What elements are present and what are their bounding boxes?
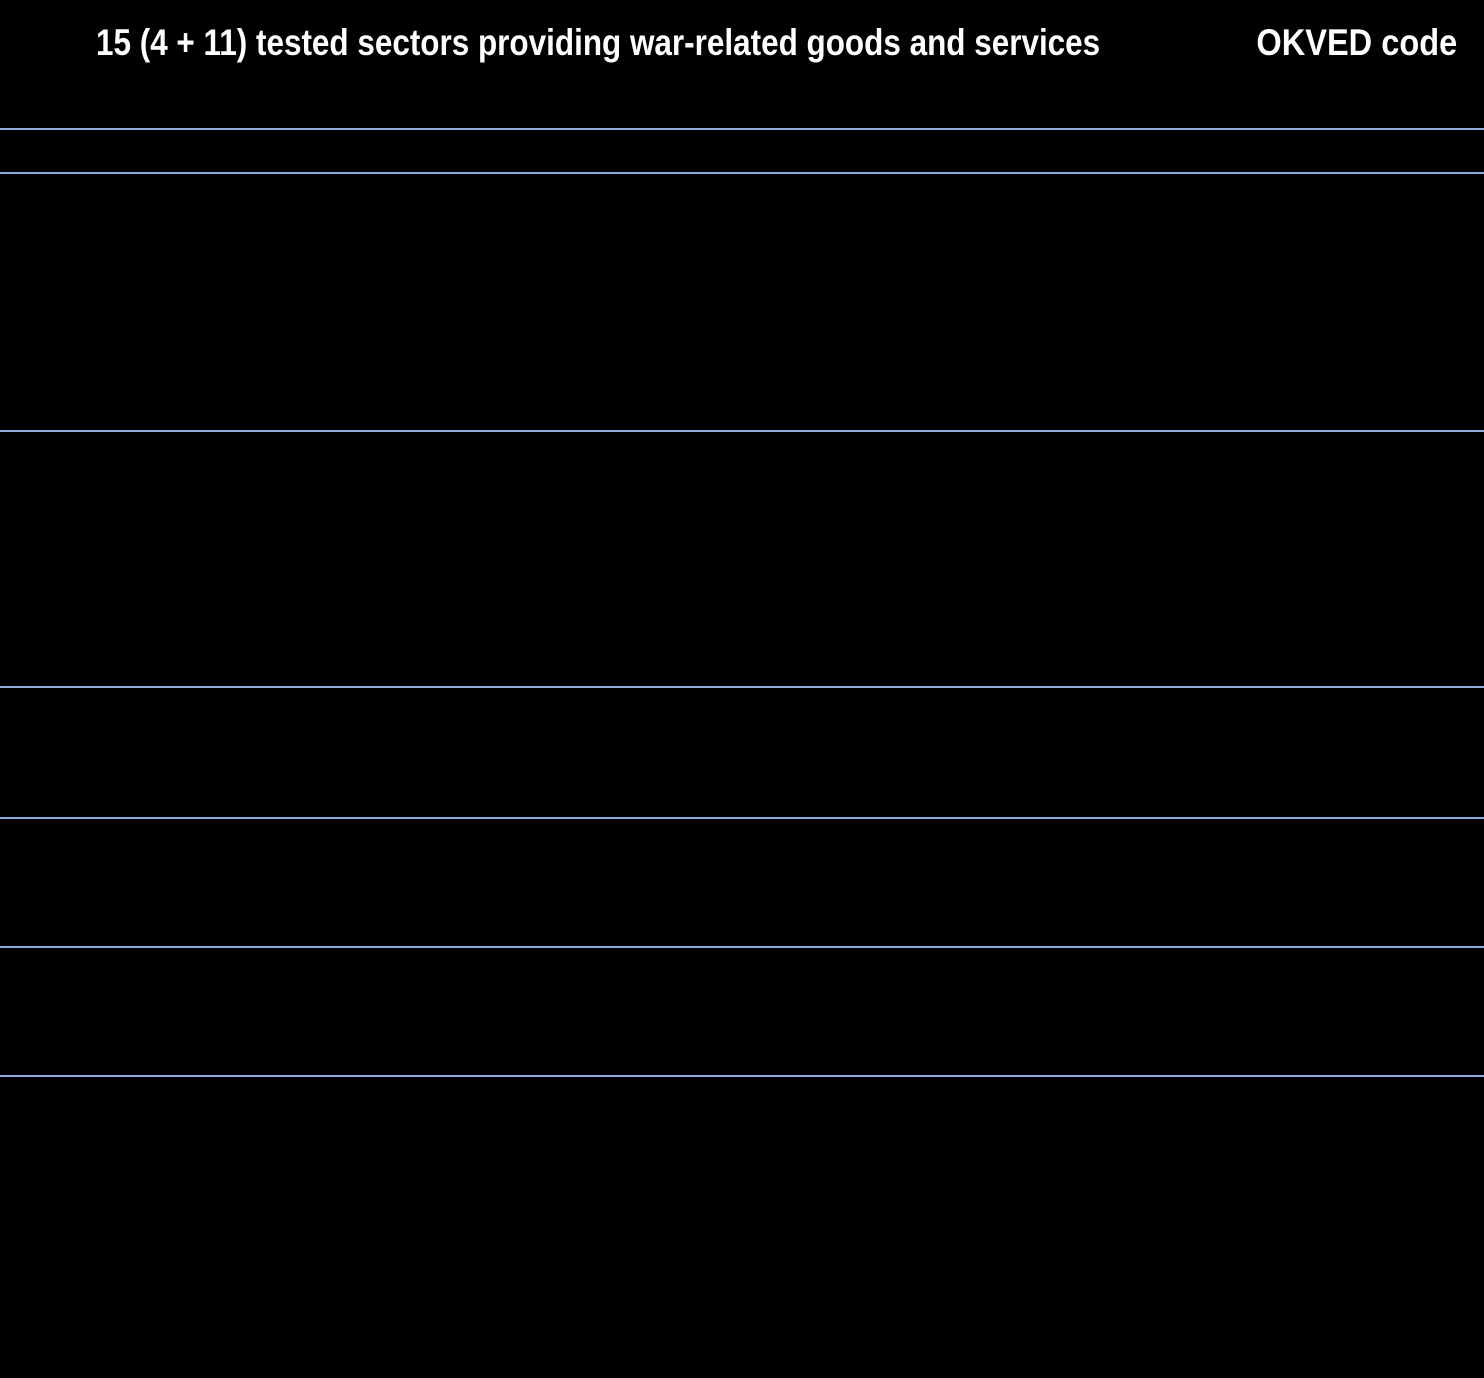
row-divider	[0, 128, 1484, 130]
row-divider	[0, 817, 1484, 819]
row-divider	[0, 686, 1484, 688]
okved-code-column-header: OKVED code	[1256, 22, 1457, 63]
table-title: 15 (4 + 11) tested sectors providing war…	[96, 22, 1101, 63]
row-divider	[0, 430, 1484, 432]
row-divider	[0, 946, 1484, 948]
row-divider	[0, 1075, 1484, 1077]
row-divider	[0, 172, 1484, 174]
